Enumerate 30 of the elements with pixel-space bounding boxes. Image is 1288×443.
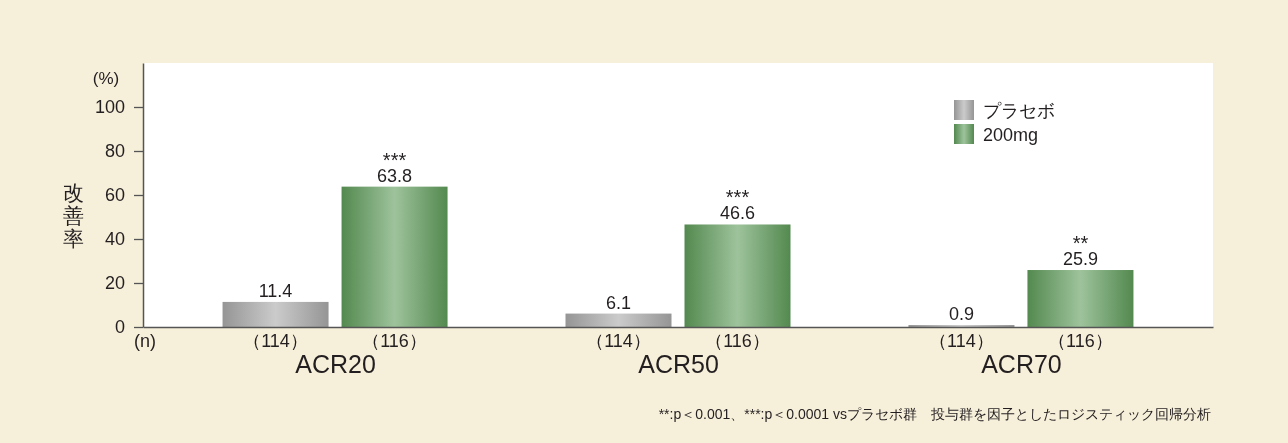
legend-label: 200mg — [983, 125, 1039, 145]
y-tick-label: 0 — [114, 317, 125, 338]
data-label: 6.1 — [605, 292, 632, 313]
legend-label: プラセボ — [983, 101, 1055, 121]
text: （116） — [705, 331, 770, 351]
x-tick-label: ACR50 — [638, 349, 719, 378]
text: （114） — [243, 331, 308, 351]
text: （114） — [586, 331, 651, 351]
data-label: 63.8 — [377, 165, 413, 186]
text: (n) — [134, 331, 156, 351]
text: （114） — [929, 331, 994, 351]
text: （116） — [362, 331, 427, 351]
text: (%) — [92, 69, 120, 88]
text: （116） — [1048, 331, 1113, 351]
bar — [684, 224, 791, 327]
bar — [565, 313, 672, 327]
x-tick-label: ACR70 — [981, 349, 1062, 378]
y-tick-label: 100 — [94, 97, 125, 118]
y-tick-label: 80 — [104, 141, 125, 162]
x-tick-label: ACR20 — [295, 349, 376, 378]
y-tick-label: 60 — [104, 185, 125, 206]
bar — [1027, 270, 1134, 327]
y-tick-label: 40 — [104, 229, 125, 250]
data-label: 0.9 — [948, 304, 974, 325]
y-tick-label: 20 — [104, 273, 125, 294]
data-label: 11.4 — [258, 280, 293, 301]
bar — [341, 186, 448, 327]
text: **:p＜0.001、***:p＜0.0001 vsプラセボ群 投与群を因子としたロジスティック回帰分析 — [658, 406, 1211, 422]
y-axis-title: 改善率 — [62, 181, 84, 250]
bar — [222, 301, 329, 327]
